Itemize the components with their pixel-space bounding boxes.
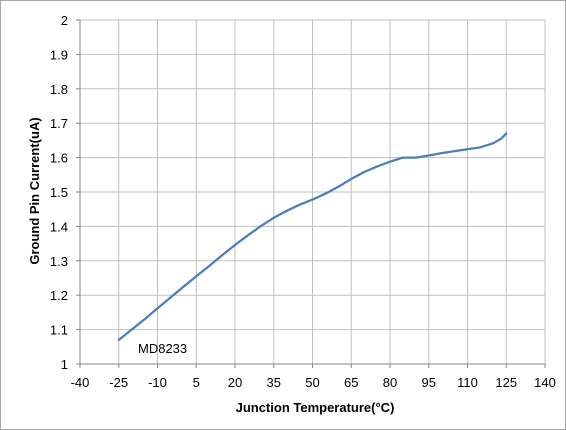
y-tick-label: 2 [61, 13, 68, 28]
x-tick-label: -10 [148, 375, 167, 390]
y-axis-title: Ground Pin Current(uA) [27, 117, 42, 264]
x-axis-title: Junction Temperature(°C) [236, 400, 395, 415]
x-tick-label: 5 [193, 375, 200, 390]
y-tick-labels: 1 1.1 1.2 1.3 1.4 1.5 1.6 1.7 1.8 1.9 2 [50, 13, 68, 372]
x-tick-label: 65 [344, 375, 358, 390]
y-tick-label: 1.3 [50, 254, 68, 269]
y-tick-label: 1.5 [50, 185, 68, 200]
series-line-0 [117, 132, 508, 342]
x-tick-label: 35 [267, 375, 281, 390]
x-tick-label: -40 [71, 375, 90, 390]
x-tick-label: -25 [109, 375, 128, 390]
y-tick-label: 1.9 [50, 47, 68, 62]
x-tick-labels: -40 -25 -10 5 20 35 50 65 80 95 110 125 140 [71, 375, 556, 390]
y-tick-label: 1.4 [50, 219, 68, 234]
grid [76, 19, 546, 368]
y-tick-label: 1.2 [50, 288, 68, 303]
x-tick-label: 110 [457, 375, 478, 390]
x-tick-label: 50 [305, 375, 319, 390]
y-tick-label: 1.7 [50, 116, 68, 131]
x-tick-label: 140 [534, 375, 556, 390]
x-tick-label: 80 [383, 375, 397, 390]
y-tick-label: 1.8 [50, 82, 68, 97]
y-tick-label: 1.1 [50, 323, 68, 338]
x-tick-label: 20 [228, 375, 242, 390]
series-annotation: MD8233 [138, 341, 187, 356]
x-tick-label: 125 [495, 375, 517, 390]
x-tick-label: 95 [422, 375, 436, 390]
y-tick-label: 1.6 [50, 151, 68, 166]
series-layer [117, 132, 508, 342]
y-tick-label: 1 [61, 357, 68, 372]
